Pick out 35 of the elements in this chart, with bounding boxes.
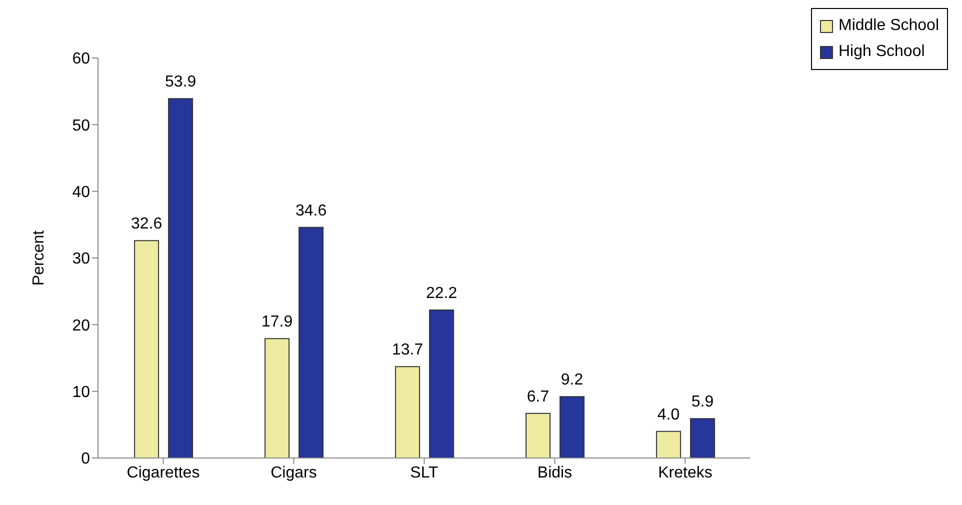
bar bbox=[429, 310, 454, 458]
legend-label: High School bbox=[838, 42, 925, 62]
x-tick-label: SLT bbox=[410, 464, 439, 482]
data-label: 17.9 bbox=[261, 314, 293, 331]
y-tick-label: 60 bbox=[72, 50, 90, 68]
data-label: 4.0 bbox=[657, 406, 680, 424]
y-tick-label: 30 bbox=[72, 250, 90, 268]
y-tick-label: 20 bbox=[72, 317, 90, 334]
data-label: 53.9 bbox=[164, 74, 196, 91]
x-tick-label: Kreteks bbox=[658, 464, 712, 482]
data-label: 6.7 bbox=[526, 388, 550, 406]
legend-label: Middle School bbox=[838, 16, 939, 36]
x-tick-label: Cigarettes bbox=[126, 464, 200, 482]
data-label: 9.2 bbox=[560, 372, 584, 389]
bar bbox=[395, 366, 420, 458]
bar bbox=[134, 240, 160, 458]
bar bbox=[168, 98, 194, 458]
data-label: 5.9 bbox=[691, 394, 714, 411]
y-axis-title: Percent bbox=[30, 230, 48, 286]
y-tick-label: 50 bbox=[72, 117, 90, 134]
y-tick-label: 0 bbox=[81, 450, 90, 468]
y-tick-label: 40 bbox=[72, 184, 90, 202]
x-tick-label: Cigars bbox=[270, 464, 317, 482]
bar bbox=[526, 412, 551, 458]
y-tick-label: 10 bbox=[72, 384, 90, 402]
data-label: 32.6 bbox=[130, 216, 162, 233]
data-label: 13.7 bbox=[392, 342, 424, 359]
bar bbox=[298, 226, 324, 458]
bar bbox=[690, 418, 716, 458]
bar bbox=[264, 338, 290, 458]
bar bbox=[656, 430, 682, 458]
data-label: 34.6 bbox=[295, 202, 327, 220]
data-label: 22.2 bbox=[426, 285, 458, 302]
bar bbox=[560, 396, 585, 458]
x-tick-label: Bidis bbox=[537, 464, 572, 482]
